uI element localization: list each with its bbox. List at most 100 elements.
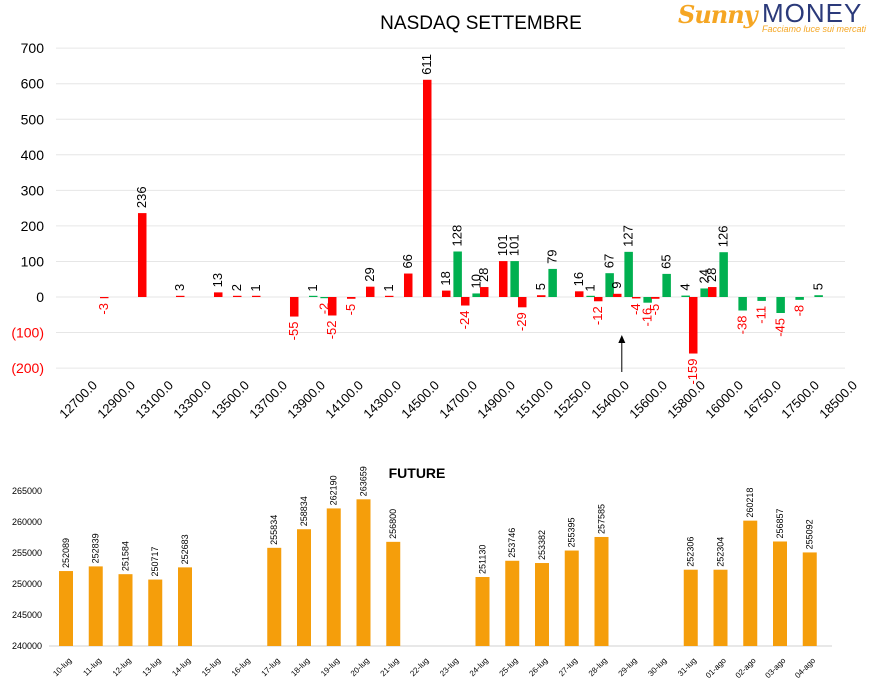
future-data-label: 257585: [597, 504, 607, 534]
bar: [776, 297, 785, 313]
future-y-tick-label: 245000: [12, 610, 42, 620]
future-data-label: 255834: [269, 515, 279, 545]
future-data-label: 250717: [150, 547, 160, 577]
data-label: -5: [647, 304, 662, 316]
future-bar: [564, 550, 579, 646]
future-data-label: 252304: [716, 537, 726, 567]
future-x-tick-label: 23-lug: [438, 656, 460, 678]
data-label: 10: [469, 274, 484, 288]
future-bar: [118, 574, 133, 646]
bar: [346, 297, 356, 299]
future-data-label: 256857: [775, 508, 785, 538]
future-x-tick-label: 14-lug: [170, 656, 192, 678]
future-price-chart: FUTURE 265000 260000 255000 250000 245000 2400…: [12, 465, 832, 680]
data-label: -159: [685, 359, 700, 385]
data-label: -38: [735, 316, 750, 335]
x-tick-label: 15400.0: [588, 378, 632, 422]
future-data-label: 260218: [745, 488, 755, 518]
bar: [308, 295, 318, 297]
x-tick-label: 16750.0: [740, 378, 784, 422]
future-x-tick-label: 18-lug: [289, 656, 311, 678]
data-label: 9: [609, 282, 624, 289]
future-bar: [594, 536, 609, 646]
x-tick-label: 17500.0: [778, 378, 822, 422]
data-label: 1: [381, 284, 396, 291]
future-data-label: 253746: [507, 528, 517, 558]
bar: [593, 297, 603, 302]
future-x-tick-label: 27-lug: [557, 656, 579, 678]
future-data-label: 252306: [686, 537, 696, 567]
x-tick-label: 15600.0: [626, 378, 670, 422]
x-tick-label: 14900.0: [474, 378, 518, 422]
bar: [662, 273, 671, 297]
future-data-label: 256800: [388, 509, 398, 539]
future-y-tick-label: 265000: [12, 486, 42, 496]
data-label: 128: [450, 225, 465, 247]
future-y-tick-label: 260000: [12, 517, 42, 527]
data-label: 1: [305, 284, 320, 291]
future-bar: [475, 576, 490, 646]
future-bar: [773, 541, 787, 646]
bar: [99, 297, 109, 299]
logo-sunny-text: Sunny: [678, 0, 758, 29]
future-x-tick-label: 29-lug: [617, 656, 639, 678]
data-label: 1: [248, 284, 263, 291]
future-bar: [802, 552, 817, 646]
future-data-label: 252683: [180, 534, 190, 564]
bar: [536, 295, 546, 297]
future-x-tick-label: 16-lug: [230, 656, 252, 678]
data-label: 16: [571, 272, 586, 286]
bar: [517, 297, 527, 308]
data-label: -5: [343, 304, 358, 316]
data-label: 18: [438, 271, 453, 285]
future-x-tick-label: 15-lug: [200, 656, 222, 678]
future-data-label: 253382: [537, 530, 547, 560]
data-label: 5: [533, 283, 548, 290]
future-bar: [683, 569, 698, 646]
data-label: -52: [324, 320, 339, 339]
data-label: 236: [134, 186, 149, 208]
data-label: -16: [640, 308, 655, 327]
x-tick-label: 13500.0: [208, 378, 252, 422]
future-x-tick-label: 10-lug: [51, 656, 73, 678]
data-label: 79: [545, 249, 560, 263]
bar: [650, 297, 660, 299]
bar: [251, 295, 261, 297]
future-x-tick-label: 25-lug: [498, 656, 520, 678]
future-data-label: 251130: [478, 545, 488, 574]
future-bar: [267, 547, 282, 646]
x-tick-label: 14500.0: [398, 378, 442, 422]
future-x-tick-label: 17-lug: [260, 656, 282, 678]
y-tick-label: 0: [36, 289, 44, 305]
data-label: 65: [659, 254, 674, 268]
future-data-label: 263659: [359, 466, 369, 496]
future-data-label: 252089: [61, 538, 71, 568]
sunny-money-logo: Sunny MONEY Facciamo luce sui mercati: [678, 0, 878, 36]
future-y-tick-label: 240000: [12, 641, 42, 651]
bar: [453, 251, 462, 297]
future-bar: [743, 520, 758, 646]
future-bar: [386, 541, 401, 646]
data-label: 4: [678, 283, 693, 290]
data-label: -4: [628, 303, 643, 315]
future-bar: [535, 563, 549, 646]
future-bar: [356, 499, 371, 646]
data-label: -55: [286, 322, 301, 341]
bar: [213, 292, 223, 297]
bar: [700, 288, 709, 297]
bar: [574, 291, 584, 297]
future-x-tick-label: 11-lug: [81, 656, 103, 678]
bar: [510, 261, 519, 297]
future-bar: [178, 567, 192, 646]
data-label: 2: [229, 284, 244, 291]
data-label: 5: [811, 283, 826, 290]
bar: [707, 287, 717, 297]
future-x-tick-label: 28-lug: [587, 656, 609, 678]
data-label: 28: [704, 268, 719, 282]
x-tick-label: 13700.0: [246, 378, 290, 422]
future-data-label: 251584: [121, 541, 131, 571]
x-tick-label: 13100.0: [132, 378, 176, 422]
future-x-tick-label: 13-lug: [141, 656, 163, 678]
data-label: 101: [495, 234, 510, 256]
